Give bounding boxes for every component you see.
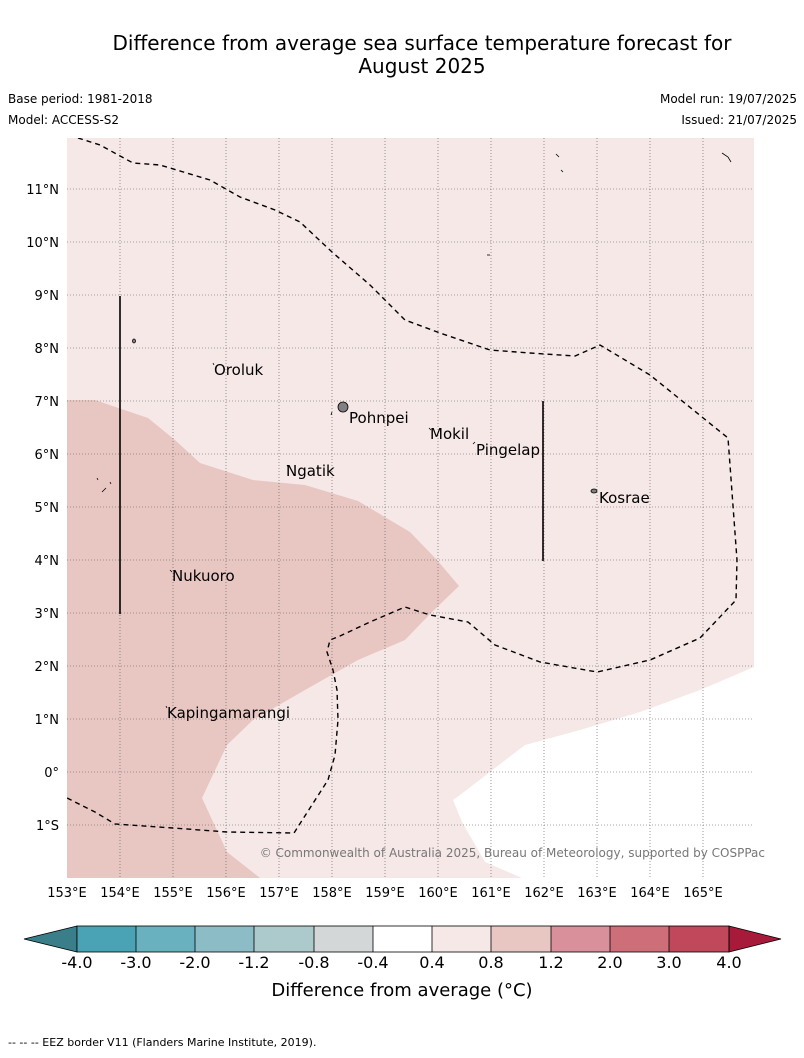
neutral-anomaly-region	[453, 667, 754, 878]
lat-label: 1°N	[35, 713, 60, 728]
gridlines	[67, 138, 754, 878]
place-label-pohnpei: Pohnpei	[349, 409, 409, 427]
lon-label: 158°E	[312, 886, 352, 900]
colorbar-tick: -2.0	[179, 953, 210, 972]
colorbar-bin	[669, 926, 729, 952]
lat-label: 10°N	[26, 236, 59, 251]
lon-label: 156°E	[206, 886, 246, 900]
longitude-labels: 153°E 154°E 155°E 156°E 157°E 158°E 159°…	[47, 886, 723, 900]
map: 11°N 10°N 9°N 8°N 7°N 6°N 5°N 4°N 3°N 2°…	[26, 138, 765, 900]
copyright-notice: © Commonwealth of Australia 2025, Bureau…	[260, 846, 765, 860]
colorbar-bin	[136, 926, 195, 952]
latitude-labels: 11°N 10°N 9°N 8°N 7°N 6°N 5°N 4°N 3°N 2°…	[26, 183, 59, 834]
colorbar-tick: -4.0	[61, 953, 92, 972]
colorbar: -4.0 -3.0 -2.0 -1.2 -0.8 -0.4 0.4 0.8 1.…	[23, 925, 782, 972]
colorbar-tick: -0.4	[357, 953, 388, 972]
colorbar-tick: 1.2	[538, 953, 563, 972]
lon-label: 159°E	[365, 886, 405, 900]
lat-label: 2°N	[35, 660, 60, 675]
lon-label: 161°E	[471, 886, 511, 900]
warm-anomaly-0.8-1.2-region	[67, 400, 459, 878]
lat-label: 6°N	[35, 448, 60, 463]
lon-label: 164°E	[630, 886, 670, 900]
eez-border-north	[67, 138, 738, 834]
islands	[96, 152, 732, 709]
lat-label: 8°N	[35, 342, 60, 357]
place-label-mokil: Mokil	[430, 425, 469, 443]
colorbar-bin	[491, 926, 551, 952]
place-label-kosrae: Kosrae	[599, 489, 650, 507]
lat-label: 1°S	[36, 819, 59, 834]
colorbar-tick: 3.0	[656, 953, 681, 972]
colorbar-label: Difference from average (°C)	[271, 980, 533, 1001]
place-label-nukuoro: Nukuoro	[172, 567, 235, 585]
colorbar-low-extension	[23, 925, 78, 953]
lon-label: 163°E	[577, 886, 617, 900]
place-label-oroluk: Oroluk	[214, 361, 263, 379]
place-label-pingelap: Pingelap	[476, 441, 540, 459]
title-line-1: Difference from average sea surface temp…	[112, 31, 732, 55]
lat-label: 7°N	[35, 395, 60, 410]
place-label-kapingamarangi: Kapingamarangi	[167, 704, 290, 722]
lon-label: 160°E	[418, 886, 458, 900]
lon-label: 157°E	[259, 886, 299, 900]
lon-label: 165°E	[683, 886, 723, 900]
colorbar-tick: -1.2	[238, 953, 269, 972]
lat-label: 4°N	[35, 554, 60, 569]
place-labels: Oroluk Pohnpei Mokil Pingelap Ngatik Kos…	[167, 361, 650, 722]
place-label-ngatik: Ngatik	[286, 462, 335, 480]
model-run: Model run: 19/07/2025	[659, 92, 797, 106]
lat-label: 11°N	[26, 183, 59, 198]
colorbar-tick: 4.0	[716, 953, 741, 972]
issued-date: Issued: 21/07/2025	[681, 113, 797, 127]
lat-label: 3°N	[35, 607, 60, 622]
title-line-2: August 2025	[358, 54, 486, 78]
chart-title: Difference from average sea surface temp…	[0, 32, 804, 78]
lat-label: 5°N	[35, 501, 60, 516]
lat-label: 0°	[44, 766, 59, 781]
colorbar-tick: -3.0	[120, 953, 151, 972]
colorbar-ticks: -4.0 -3.0 -2.0 -1.2 -0.8 -0.4 0.4 0.8 1.…	[61, 953, 741, 972]
colorbar-bin	[77, 926, 136, 952]
colorbar-bin	[373, 926, 432, 952]
lon-label: 162°E	[524, 886, 564, 900]
colorbar-bin	[432, 926, 491, 952]
colorbar-tick: 2.0	[597, 953, 622, 972]
colorbar-tick: 0.8	[478, 953, 503, 972]
colorbar-bin	[551, 926, 610, 952]
lon-label: 154°E	[100, 886, 140, 900]
colorbar-bin	[195, 926, 254, 952]
colorbar-tick: 0.4	[419, 953, 444, 972]
base-period: Base period: 1981-2018	[8, 92, 153, 106]
colorbar-high-extension	[728, 925, 782, 953]
colorbar-bin	[610, 926, 669, 952]
colorbar-bin	[314, 926, 373, 952]
model-name: Model: ACCESS-S2	[8, 113, 120, 127]
colorbar-bin	[254, 926, 314, 952]
lon-label: 155°E	[153, 886, 193, 900]
lon-label: 153°E	[47, 886, 87, 900]
colorbar-tick: -0.8	[298, 953, 329, 972]
eez-legend-note: -- -- -- EEZ border V11 (Flanders Marine…	[8, 1036, 317, 1049]
lat-label: 9°N	[35, 289, 60, 304]
